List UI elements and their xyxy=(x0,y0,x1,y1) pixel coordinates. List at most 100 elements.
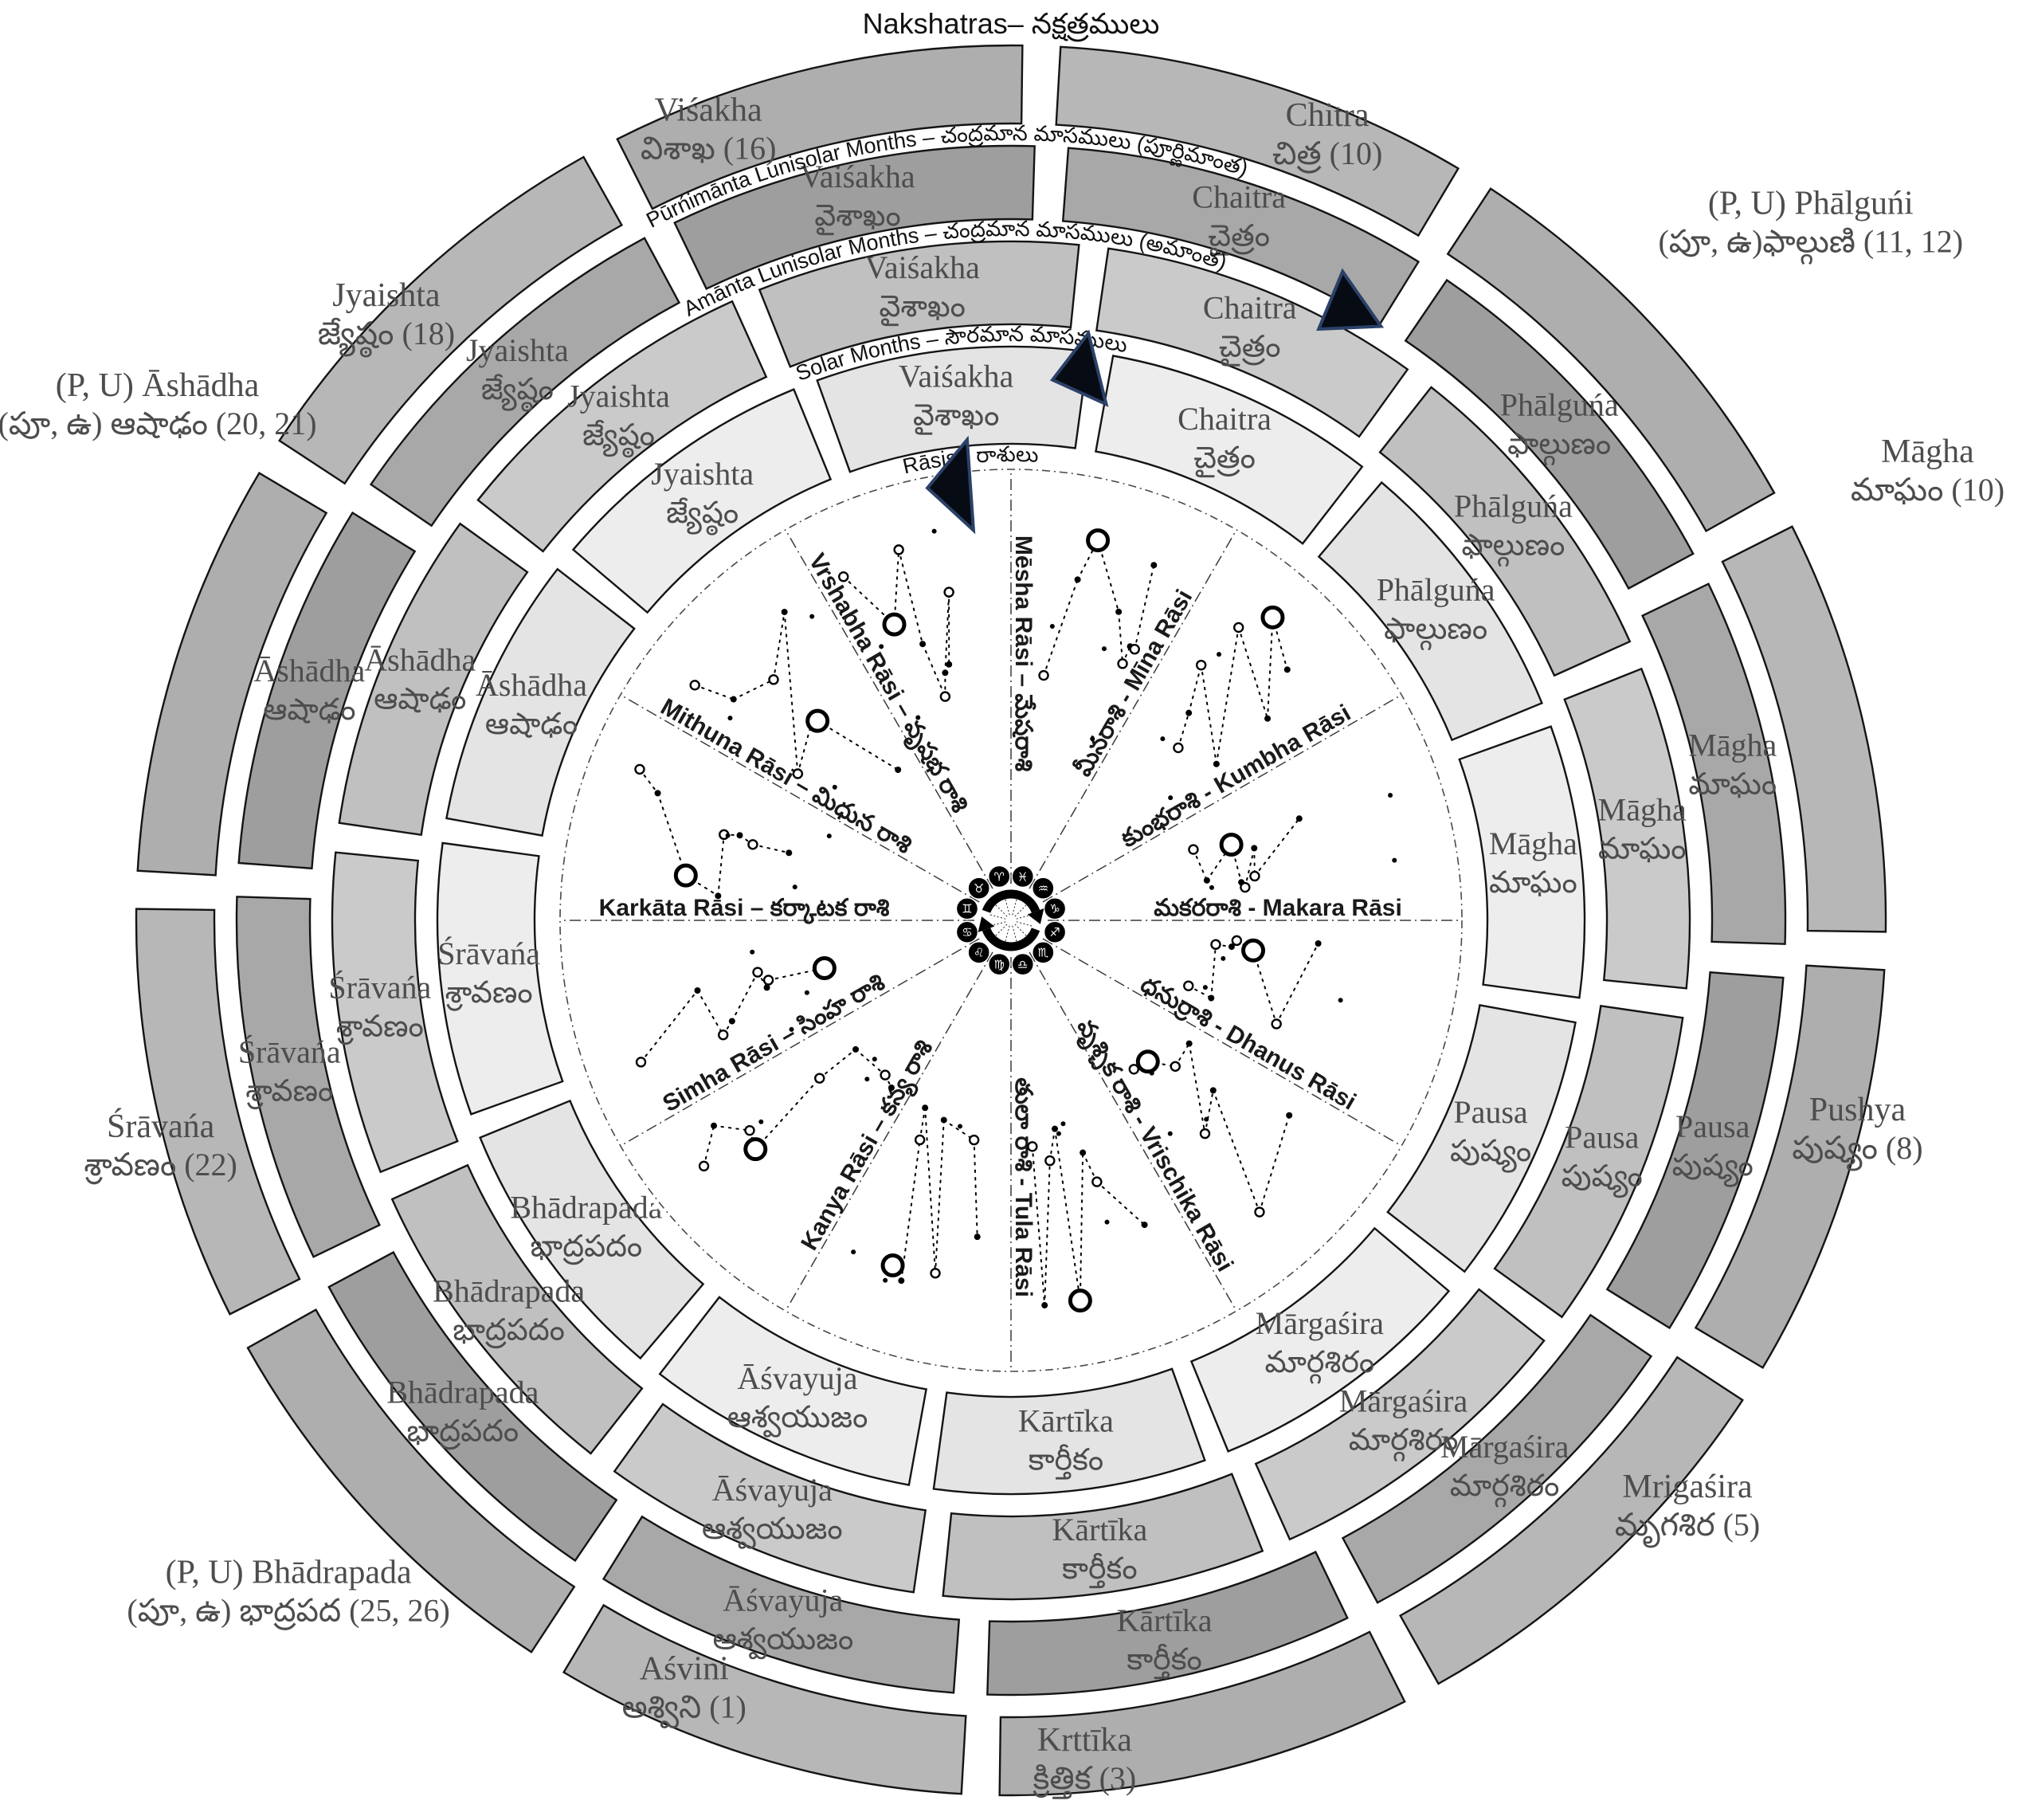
purnimanta-label-en: Mārgaśira xyxy=(1440,1429,1569,1465)
nakshatra-cell-mriga-ira xyxy=(1398,1355,1744,1685)
solar-label-en: Āśvayuja xyxy=(737,1360,857,1396)
capricorn-icon: ♑ xyxy=(1043,897,1067,920)
nakshatra-label-te: జ్యేష్ఠం (18) xyxy=(318,316,455,358)
amanta-year-start-arrow-icon xyxy=(1049,329,1109,407)
purnimanta-label-en: Pausa xyxy=(1675,1108,1750,1144)
solar-label-k-rt-ka: Kārtīka కార్తీకం xyxy=(1018,1402,1114,1480)
taurus-icon: ♉ xyxy=(967,877,990,900)
solar-cell-r-va-a xyxy=(436,841,564,1116)
purnimanta-cell-ph-lgu-a xyxy=(1404,278,1695,590)
nakshatra-cell-p-u-ph-lgu-i xyxy=(1446,187,1776,533)
rasi-divider-line xyxy=(1029,531,1236,889)
amanta-label-bh-drapada: Bhādrapada భాద్రపదం xyxy=(433,1273,585,1349)
amanta-label-te: భాద్రపదం xyxy=(453,1314,565,1349)
svg-text:♓: ♓ xyxy=(1017,869,1028,884)
amanta-cell-sh-dha xyxy=(338,522,529,837)
aquarius-icon: ♒ xyxy=(1032,877,1055,900)
solar-label-chaitra: Chaitra చైత్రం xyxy=(1178,401,1272,478)
rasi-label-libra: తులా రాశి - Tula Rāsi xyxy=(1010,1077,1036,1297)
purnimanta-ring: Chaitraచైత్రంVaiśakhaవైశాఖంJyaishtaజ్యేష… xyxy=(235,144,1787,1696)
nakshatra-label-en: (P, U) Bhādrapada xyxy=(166,1555,412,1591)
solar-cell-pausa xyxy=(1386,1004,1577,1273)
nakshatra-label-te: చిత్ర (10) xyxy=(1272,135,1382,174)
solar-cell-vai-akha xyxy=(816,345,1090,473)
amanta-label-en: Mārgaśira xyxy=(1339,1383,1468,1418)
amanta-label-te: వైశాఖం xyxy=(879,290,966,327)
solar-label-jyaishta: Jyaishta జ్యేష్ఠం xyxy=(651,456,754,535)
purnimanta-label-ph-lgu-a: Phālguńa ఫాల్గుణం xyxy=(1500,386,1619,465)
nakshatra-label-en: (P, U) Āshādha xyxy=(56,367,260,404)
solar-label-en: Māgha xyxy=(1489,826,1577,861)
purnimanta-label-bh-drapada: Bhādrapada భాద్రపదం xyxy=(386,1375,539,1450)
nakshatra-cell-m-gha xyxy=(1721,525,1887,933)
svg-text:♌: ♌ xyxy=(974,946,984,960)
gemini-icon: ♊ xyxy=(955,897,979,920)
amanta-cell-m-rga-ira xyxy=(1254,1288,1546,1541)
scorpio-icon: ♏ xyxy=(1032,941,1055,964)
svg-text:♐: ♐ xyxy=(1049,925,1060,939)
nakshatra-cell-krtt-ka xyxy=(998,1630,1406,1797)
nakshatra-label-en: Māgha xyxy=(1881,433,1974,470)
constellation-libra xyxy=(1027,1121,1148,1313)
amanta-label-te: చైత్రం xyxy=(1219,330,1281,367)
constellation-scorpio xyxy=(1128,1040,1293,1218)
solar-label-te: పుష్యం xyxy=(1450,1135,1531,1173)
constellation-taurus xyxy=(689,608,902,790)
solar-cell-m-rga-ira xyxy=(1189,1226,1451,1453)
purnimanta-label-te: పుష్యం xyxy=(1672,1149,1754,1187)
nakshatra-label-p-u-bh-drapada: (P, U) Bhādrapada(పూ, ఉ) భాద్రపద (25, 26… xyxy=(127,1555,449,1631)
rasi-divider-line xyxy=(786,531,993,889)
purnimanta-label-te: ఆషాఢం xyxy=(263,693,355,727)
solar-label-en: Chaitra xyxy=(1178,401,1272,437)
nakshatra-label-en: (P, U) Phālguńi xyxy=(1708,185,1914,222)
purnimanta-label-m-gha: Māgha మాఘం xyxy=(1688,727,1777,801)
solar-label-te: ఫాల్గుణం xyxy=(1384,613,1487,651)
amanta-label-te: ఆశ్వయుజం xyxy=(702,1512,843,1549)
nakshatra-label-te: మాఘం (10) xyxy=(1851,472,2004,508)
nakshatra-label-en: Krttīka xyxy=(1037,1722,1132,1759)
purnimanta-cell-pausa xyxy=(1605,971,1785,1330)
nakshatra-label-te: అశ్విని (1) xyxy=(622,1689,746,1729)
nakshatra-label-p-u-sh-dha: (P, U) Āshādha(పూ, ఉ) ఆషాఢం (20, 21) xyxy=(0,367,317,441)
amanta-label-en: Āśvayuja xyxy=(712,1472,833,1508)
solar-label-te: మార్గశిరం xyxy=(1265,1346,1375,1384)
cycle-arrows-icon xyxy=(978,889,1044,951)
svg-text:♍: ♍ xyxy=(994,957,1005,971)
svg-text:♋: ♋ xyxy=(962,925,972,939)
purnimanta-label-en: Āshādha xyxy=(253,653,365,688)
purnimanta-label-en: Jyaishta xyxy=(466,332,569,368)
pisces-icon: ♓ xyxy=(1011,865,1034,888)
rasi-label-aries: Mēsha Rāsi – మేషరాశి xyxy=(1010,535,1036,772)
nakshatra-label-te: (పూ, ఉ) ఆషాఢం (20, 21) xyxy=(0,406,317,441)
sagittarius-icon: ♐ xyxy=(1043,920,1067,943)
amanta-label-te: కార్తీకం xyxy=(1062,1552,1138,1589)
solar-ring: Chaitraచైత్రంVaiśakhaవైశాఖంJyaishtaజ్యేష… xyxy=(436,345,1586,1496)
amanta-label-en: Śrāvańa xyxy=(328,969,431,1005)
rasi-label-capricorn: మకరరాశి - Makara Rāsi xyxy=(1154,895,1402,921)
solar-cell-chaitra xyxy=(1095,355,1364,545)
solar-label-te: శ్రావణం xyxy=(445,976,533,1011)
nakshatra-label-te: పుష్యం (8) xyxy=(1792,1130,1922,1171)
svg-text:♉: ♉ xyxy=(974,881,984,896)
amanta-label-en: Bhādrapada xyxy=(433,1273,585,1309)
purnimanta-label-m-rga-ira: Mārgaśira మార్గశిరం xyxy=(1440,1429,1569,1508)
amanta-label-jyaishta: Jyaishta జ్యేష్ఠం xyxy=(567,379,670,458)
solar-label-en: Pausa xyxy=(1453,1094,1528,1130)
solar-label-m-rga-ira: Mārgaśira మార్గశిరం xyxy=(1256,1305,1385,1384)
amanta-label-en: Chaitra xyxy=(1203,289,1297,325)
purnimanta-label-en: Vaiśakha xyxy=(800,159,915,194)
purnimanta-label-en: Kārtīka xyxy=(1117,1602,1213,1638)
purnimanta-label-te: శ్రావణం xyxy=(245,1075,333,1110)
amanta-label-te: ఆషాఢం xyxy=(374,682,466,716)
amanta-label-en: Kārtīka xyxy=(1052,1512,1147,1547)
purnimanta-label-r-va-a: Śrāvańa శ్రావణం xyxy=(238,1034,341,1110)
purnimanta-cell-bh-drapada xyxy=(327,1250,618,1563)
